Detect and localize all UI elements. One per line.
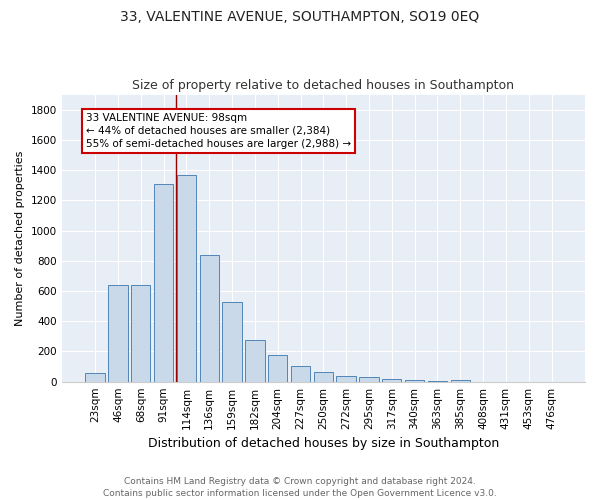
Bar xyxy=(131,285,151,382)
Bar xyxy=(405,380,424,382)
Bar xyxy=(177,174,196,382)
Bar xyxy=(359,377,379,382)
Bar xyxy=(291,366,310,382)
Bar xyxy=(245,340,265,382)
Bar xyxy=(154,184,173,382)
Bar xyxy=(85,374,105,382)
Bar xyxy=(337,376,356,382)
Y-axis label: Number of detached properties: Number of detached properties xyxy=(15,150,25,326)
X-axis label: Distribution of detached houses by size in Southampton: Distribution of detached houses by size … xyxy=(148,437,499,450)
Bar xyxy=(314,372,333,382)
Bar xyxy=(268,355,287,382)
Bar xyxy=(451,380,470,382)
Text: Contains HM Land Registry data © Crown copyright and database right 2024.
Contai: Contains HM Land Registry data © Crown c… xyxy=(103,476,497,498)
Bar xyxy=(200,254,219,382)
Text: 33 VALENTINE AVENUE: 98sqm
← 44% of detached houses are smaller (2,384)
55% of s: 33 VALENTINE AVENUE: 98sqm ← 44% of deta… xyxy=(86,112,351,149)
Title: Size of property relative to detached houses in Southampton: Size of property relative to detached ho… xyxy=(133,79,514,92)
Bar xyxy=(223,302,242,382)
Text: 33, VALENTINE AVENUE, SOUTHAMPTON, SO19 0EQ: 33, VALENTINE AVENUE, SOUTHAMPTON, SO19 … xyxy=(121,10,479,24)
Bar xyxy=(108,285,128,382)
Bar xyxy=(382,378,401,382)
